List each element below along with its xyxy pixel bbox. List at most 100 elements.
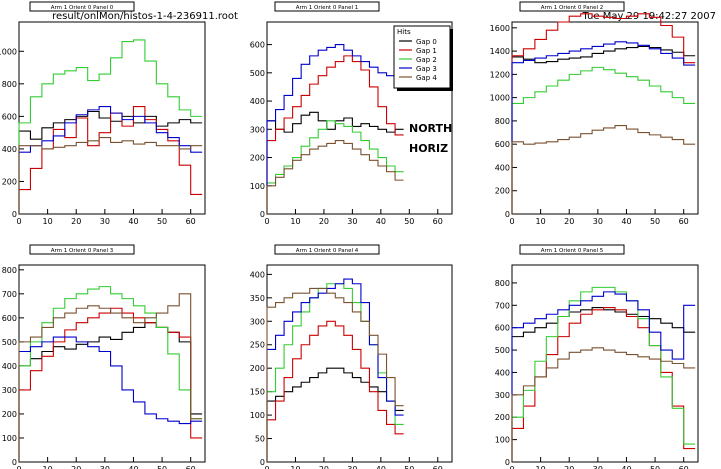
series-line-gap-3: [511, 291, 696, 462]
x-tick-label: 30: [347, 465, 357, 469]
series-line-gap-1: [266, 55, 404, 214]
y-tick-label: 800: [495, 117, 510, 126]
panel-title: Arm 1 Orient 0 Panel 0: [51, 5, 114, 11]
series-line-gap-2: [18, 39, 203, 214]
series-line-gap-3: [511, 41, 696, 214]
x-tick-label: 30: [593, 217, 603, 226]
x-tick-label: 0: [264, 217, 269, 226]
y-tick-label: 400: [495, 163, 510, 172]
x-tick-label: 30: [100, 217, 110, 226]
y-tick-label: 400: [495, 368, 510, 377]
legend-label: Gap 1: [416, 47, 437, 55]
horiz-label: HORIZ: [409, 142, 448, 155]
x-tick-label: 30: [100, 465, 110, 469]
x-tick-label: 10: [43, 217, 53, 226]
x-tick-label: 60: [186, 217, 196, 226]
series-line-gap-3: [18, 336, 203, 462]
y-tick-label: 600: [2, 314, 17, 323]
x-tick-label: 50: [157, 465, 167, 469]
series-line-gap-0: [266, 111, 404, 214]
y-tick-label: 600: [495, 324, 510, 333]
panel-frame: [18, 21, 206, 215]
x-tick-label: 10: [290, 217, 300, 226]
y-tick-label: 700: [495, 301, 510, 310]
series-line-gap-3: [266, 278, 404, 462]
chart-panel-0: Arm 1 Orient 0 Panel 00 10 20 30 40 50 6002004…: [0, 1, 206, 226]
y-tick-label: 100: [250, 182, 265, 191]
panel-frame: [266, 21, 453, 215]
x-tick-label: 10: [43, 465, 53, 469]
legend-label: Gap 0: [416, 38, 437, 46]
y-tick-label: 500: [2, 338, 17, 347]
y-tick-label: 700: [2, 290, 17, 299]
y-tick-label: 0: [12, 458, 17, 467]
panel-frame: [18, 264, 206, 463]
panel-title: Arm 1 Orient 0 Panel 5: [541, 248, 604, 254]
y-tick-label: 100: [495, 436, 510, 445]
panel-title-box: [29, 244, 135, 255]
y-tick-label: 1200: [490, 70, 510, 79]
y-tick-label: 1400: [490, 47, 510, 56]
x-tick-label: 50: [404, 465, 414, 469]
series-line-gap-2: [511, 286, 696, 462]
x-tick-label: 40: [376, 217, 386, 226]
y-tick-label: 600: [495, 140, 510, 149]
x-tick-label: 60: [433, 217, 443, 226]
series-line-gap-1: [18, 307, 203, 462]
y-tick-label: 400: [2, 362, 17, 371]
y-tick-label: 150: [250, 388, 265, 397]
y-tick-label: 250: [250, 341, 265, 350]
y-tick-label: 1000: [490, 94, 510, 103]
y-tick-label: 300: [495, 391, 510, 400]
series-line-gap-4: [511, 125, 696, 214]
x-tick-label: 20: [71, 217, 81, 226]
series-line-gap-2: [266, 283, 404, 462]
series-line-gap-2: [511, 66, 696, 214]
y-tick-label: 350: [250, 294, 265, 303]
legend-label: Gap 3: [416, 65, 437, 73]
x-tick-label: 10: [536, 217, 546, 226]
y-tick-label: 200: [250, 364, 265, 373]
x-tick-label: 0: [509, 465, 514, 469]
panel-title-box: [519, 244, 625, 255]
chart-panel-1: Arm 1 Orient 0 Panel 10 10 20 30 40 50 6001002…: [250, 1, 453, 226]
x-tick-label: 40: [621, 465, 631, 469]
series-line-gap-1: [511, 13, 696, 214]
x-tick-label: 30: [347, 217, 357, 226]
panel-frame: [266, 264, 453, 463]
y-tick-label: 200: [495, 187, 510, 196]
x-tick-label: 50: [650, 465, 660, 469]
series-line-gap-0: [511, 306, 696, 462]
chart-panel-3: Arm 1 Orient 0 Panel 3010203040506001002…: [2, 244, 206, 469]
y-tick-label: 0: [260, 458, 265, 467]
series-line-gap-4: [266, 140, 404, 214]
series-line-gap-0: [266, 367, 404, 462]
x-tick-label: 20: [564, 465, 574, 469]
y-tick-label: 600: [250, 41, 265, 50]
x-tick-label: 10: [536, 465, 546, 469]
x-tick-label: 60: [186, 465, 196, 469]
series-line-gap-2: [266, 120, 404, 214]
legend-label: Gap 4: [416, 74, 437, 82]
y-tick-label: 100: [250, 411, 265, 420]
x-tick-label: 40: [621, 217, 631, 226]
x-tick-label: 40: [128, 465, 138, 469]
x-tick-label: 60: [433, 465, 443, 469]
series-line-gap-2: [18, 286, 203, 462]
legend-label: Gap 2: [416, 56, 437, 64]
x-tick-label: 10: [290, 465, 300, 469]
y-tick-label: 800: [2, 80, 17, 89]
y-tick-label: 0: [260, 210, 265, 219]
x-tick-label: 50: [650, 217, 660, 226]
y-tick-label: 200: [2, 177, 17, 186]
panel-title-box: [519, 1, 625, 12]
series-line-gap-4: [18, 293, 203, 462]
x-tick-label: 0: [16, 465, 21, 469]
north-label: NORTH: [409, 122, 452, 135]
y-tick-label: 200: [2, 410, 17, 419]
x-tick-label: 60: [679, 217, 689, 226]
chart-panel-2: Arm 1 Orient 0 Panel 20 10 20 30 40 50 6002004…: [490, 1, 699, 226]
series-line-gap-4: [18, 136, 203, 214]
panel-title-box: [274, 1, 380, 12]
